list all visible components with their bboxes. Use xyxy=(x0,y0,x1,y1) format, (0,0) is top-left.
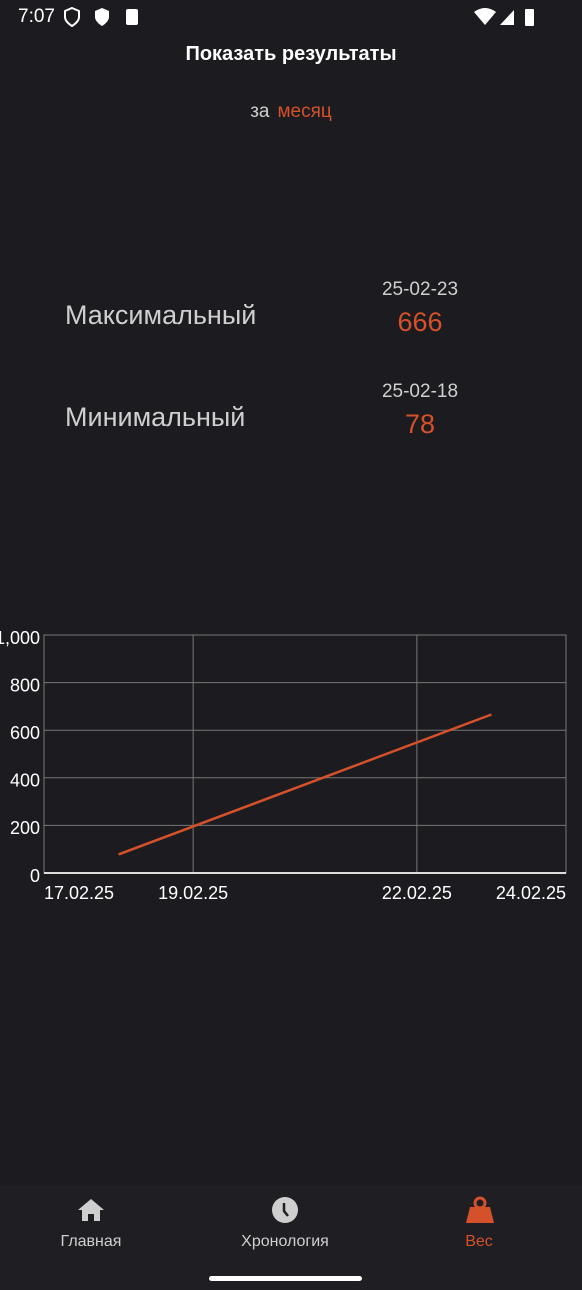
bottom-nav: Главная Хронология Вес xyxy=(0,1185,582,1290)
y-tick-label: 200 xyxy=(10,818,40,838)
x-tick-label: 19.02.25 xyxy=(158,883,228,903)
stat-value: 666 xyxy=(397,307,443,337)
status-time: 7:07 xyxy=(18,6,55,27)
stat-label: Минимальный xyxy=(65,402,246,432)
stat-value: 78 xyxy=(404,409,436,439)
nav-home[interactable]: Главная xyxy=(60,1233,122,1250)
y-tick-label: 1,000 xyxy=(0,628,40,648)
x-tick-label: 22.02.25 xyxy=(382,883,452,903)
home-indicator xyxy=(209,1276,362,1281)
data-line xyxy=(118,713,492,856)
y-tick-label: 800 xyxy=(10,675,40,695)
plot-frame xyxy=(43,634,567,874)
period-prefix: за xyxy=(250,101,270,122)
y-tick-label: 600 xyxy=(10,723,40,743)
chart: 0 200 400 600 800 1,000 17.02.25 19.02.25 22.02.… xyxy=(0,628,567,903)
status-icons xyxy=(64,6,138,28)
period-selector[interactable]: за месяц xyxy=(0,101,582,123)
stat-label: Максимальный xyxy=(65,300,257,330)
y-tick-label: 0 xyxy=(30,866,40,886)
nav-history[interactable]: Хронология xyxy=(241,1233,329,1250)
history-icon xyxy=(272,1197,298,1223)
x-tick-label: 24.02.25 xyxy=(496,883,566,903)
period-value[interactable]: месяц xyxy=(277,101,332,122)
home-icon xyxy=(78,1199,104,1221)
y-tick-label: 400 xyxy=(10,771,40,791)
x-tick-label: 17.02.25 xyxy=(44,883,114,903)
weight-icon xyxy=(466,1196,494,1223)
screen-title: Показать результаты xyxy=(185,43,397,65)
status-right-icons xyxy=(474,8,534,26)
stat-date: 25-02-18 xyxy=(381,381,459,402)
stat-date: 25-02-23 xyxy=(381,279,459,300)
nav-weight[interactable]: Вес xyxy=(465,1233,493,1250)
